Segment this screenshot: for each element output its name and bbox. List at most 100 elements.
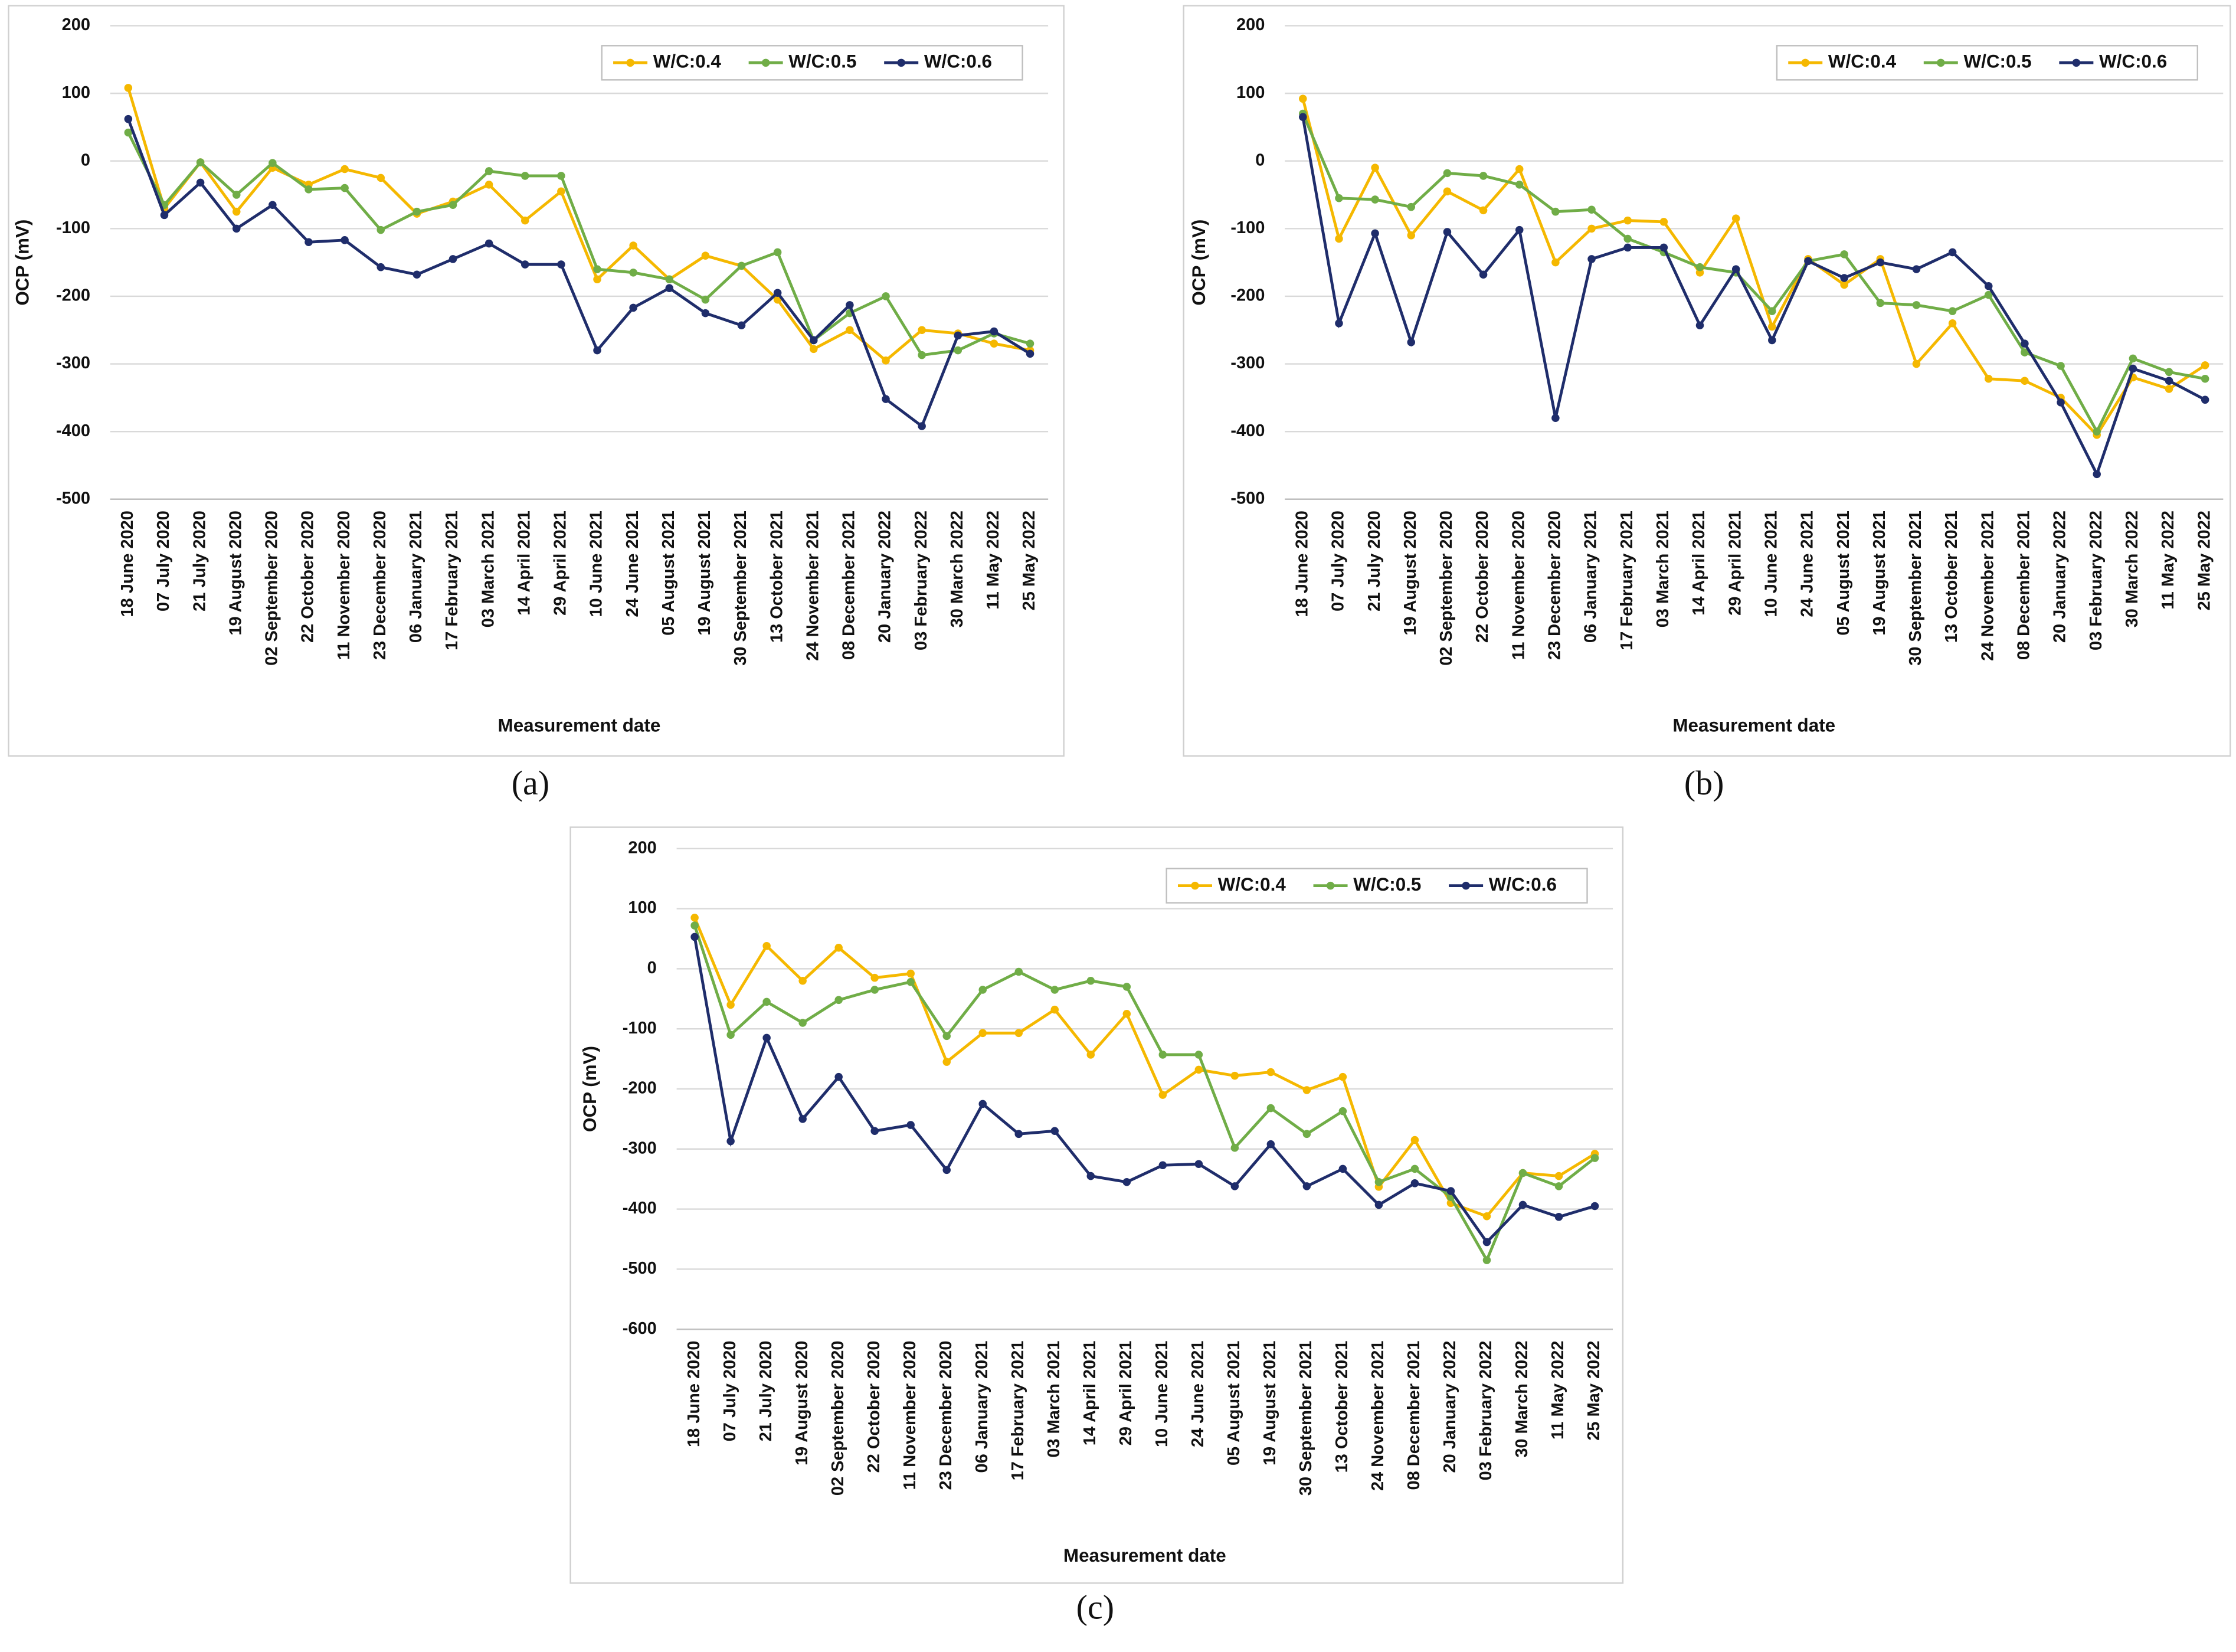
x-tick-label: 18 June 2020 (685, 1340, 703, 1447)
x-tick-label: 24 June 2021 (623, 511, 642, 617)
data-point (762, 1033, 771, 1042)
x-tick-label: 05 August 2021 (1225, 1340, 1243, 1465)
series-line (127, 118, 1031, 428)
data-point (1948, 248, 1957, 257)
chart: -600 -500 -400 -300 -200 -100 0 100 200 18 June 2… (569, 826, 1624, 1627)
data-point (124, 84, 133, 92)
x-tick-label: 17 February 2021 (1009, 1340, 1027, 1480)
x-tick-label: 10 June 2021 (1762, 511, 1780, 617)
x-tick-label: 24 June 2021 (1189, 1340, 1207, 1447)
x-tick-label: 29 April 2021 (551, 511, 570, 616)
x-tick-label: 03 March 2021 (479, 511, 497, 627)
data-point (484, 167, 493, 175)
x-tick-label: 03 March 2021 (1654, 511, 1672, 627)
data-point (1587, 224, 1596, 233)
data-point (1014, 1029, 1023, 1038)
data-point (726, 1137, 735, 1146)
data-point (448, 255, 457, 263)
data-point (1948, 307, 1957, 315)
panel-label: (b) (1684, 764, 1724, 802)
data-point (978, 1100, 987, 1108)
x-tick-label: 05 August 2021 (1834, 511, 1853, 636)
legend-label: W/C:0.4 (653, 51, 722, 72)
data-point (484, 181, 493, 189)
data-point (1410, 1164, 1419, 1173)
data-point (1194, 1065, 1203, 1074)
legend-marker (1191, 881, 1199, 890)
data-point (1026, 349, 1034, 358)
data-point (1335, 234, 1343, 243)
data-point (557, 187, 565, 196)
data-point (1371, 229, 1379, 238)
data-point (1518, 1200, 1527, 1209)
data-point (798, 1115, 807, 1123)
data-point (1515, 165, 1524, 174)
x-tick-label: 03 February 2022 (2087, 511, 2106, 650)
data-point (1374, 1177, 1383, 1186)
y-axis-title: OCP (mV) (1189, 220, 1209, 306)
data-point (1515, 181, 1524, 189)
data-point (2129, 364, 2137, 373)
y-tick-label: 0 (647, 959, 657, 977)
data-point (1026, 339, 1034, 348)
data-point (1338, 1164, 1347, 1173)
x-tick-label: 22 October 2020 (299, 511, 317, 643)
data-point (196, 158, 205, 166)
data-point (196, 178, 205, 187)
data-point (1014, 1130, 1023, 1139)
data-point (520, 172, 529, 180)
data-point (737, 261, 746, 270)
data-point (2057, 398, 2065, 407)
data-point (1623, 243, 1632, 252)
data-point (1086, 1051, 1095, 1059)
x-tick-label: 11 May 2022 (984, 511, 1003, 610)
series-line (693, 917, 1596, 1218)
data-point (557, 260, 565, 269)
data-point (1194, 1051, 1203, 1059)
data-point (690, 921, 699, 930)
data-point (1443, 187, 1452, 196)
data-point (1590, 1202, 1599, 1211)
y-tick-label: -300 (56, 354, 90, 372)
legend-box (601, 45, 1023, 81)
x-tick-label: 20 January 2022 (2051, 511, 2070, 643)
data-point (1338, 1107, 1347, 1115)
data-point (870, 973, 879, 982)
x-axis-title: Measurement date (1672, 715, 1835, 736)
y-tick-label: -400 (1230, 421, 1265, 440)
series-line (693, 925, 1596, 1264)
x-tick-label: 19 August 2021 (695, 511, 714, 636)
data-point (269, 201, 277, 209)
x-tick-label: 22 October 2020 (1473, 511, 1492, 643)
legend-label: W/C:0.5 (1353, 874, 1421, 895)
x-tick-label: 25 May 2022 (2195, 511, 2214, 610)
data-point (1590, 1154, 1599, 1162)
legend-box (1776, 45, 2198, 81)
x-tick-label: 20 January 2022 (876, 511, 895, 643)
data-point (1371, 195, 1379, 204)
x-tick-label: 24 November 2021 (803, 511, 822, 661)
data-point (2129, 354, 2137, 363)
data-point (1912, 265, 1921, 273)
chart: -500 -400 -300 -200 -100 0 100 200 18 June 2020 0… (8, 5, 1065, 802)
data-point (1482, 1238, 1491, 1247)
data-point (1299, 113, 1307, 121)
data-point (882, 292, 890, 300)
x-tick-label: 11 November 2020 (335, 511, 353, 660)
data-point (1266, 1068, 1275, 1077)
data-point (942, 1166, 951, 1175)
data-point (1876, 299, 1885, 307)
y-tick-label: 200 (628, 838, 656, 857)
data-point (593, 265, 601, 273)
data-point (1482, 1256, 1491, 1264)
x-tick-label: 29 April 2021 (1726, 511, 1744, 616)
x-tick-label: 23 December 2020 (937, 1340, 955, 1490)
legend-label: W/C:0.4 (1828, 51, 1897, 72)
data-point (834, 996, 843, 1005)
data-point (978, 986, 987, 994)
y-tick-label: -200 (623, 1079, 657, 1098)
x-tick-label: 11 May 2022 (1548, 1340, 1567, 1440)
data-point (882, 395, 890, 403)
data-point (1695, 263, 1704, 271)
data-point (1443, 228, 1452, 236)
